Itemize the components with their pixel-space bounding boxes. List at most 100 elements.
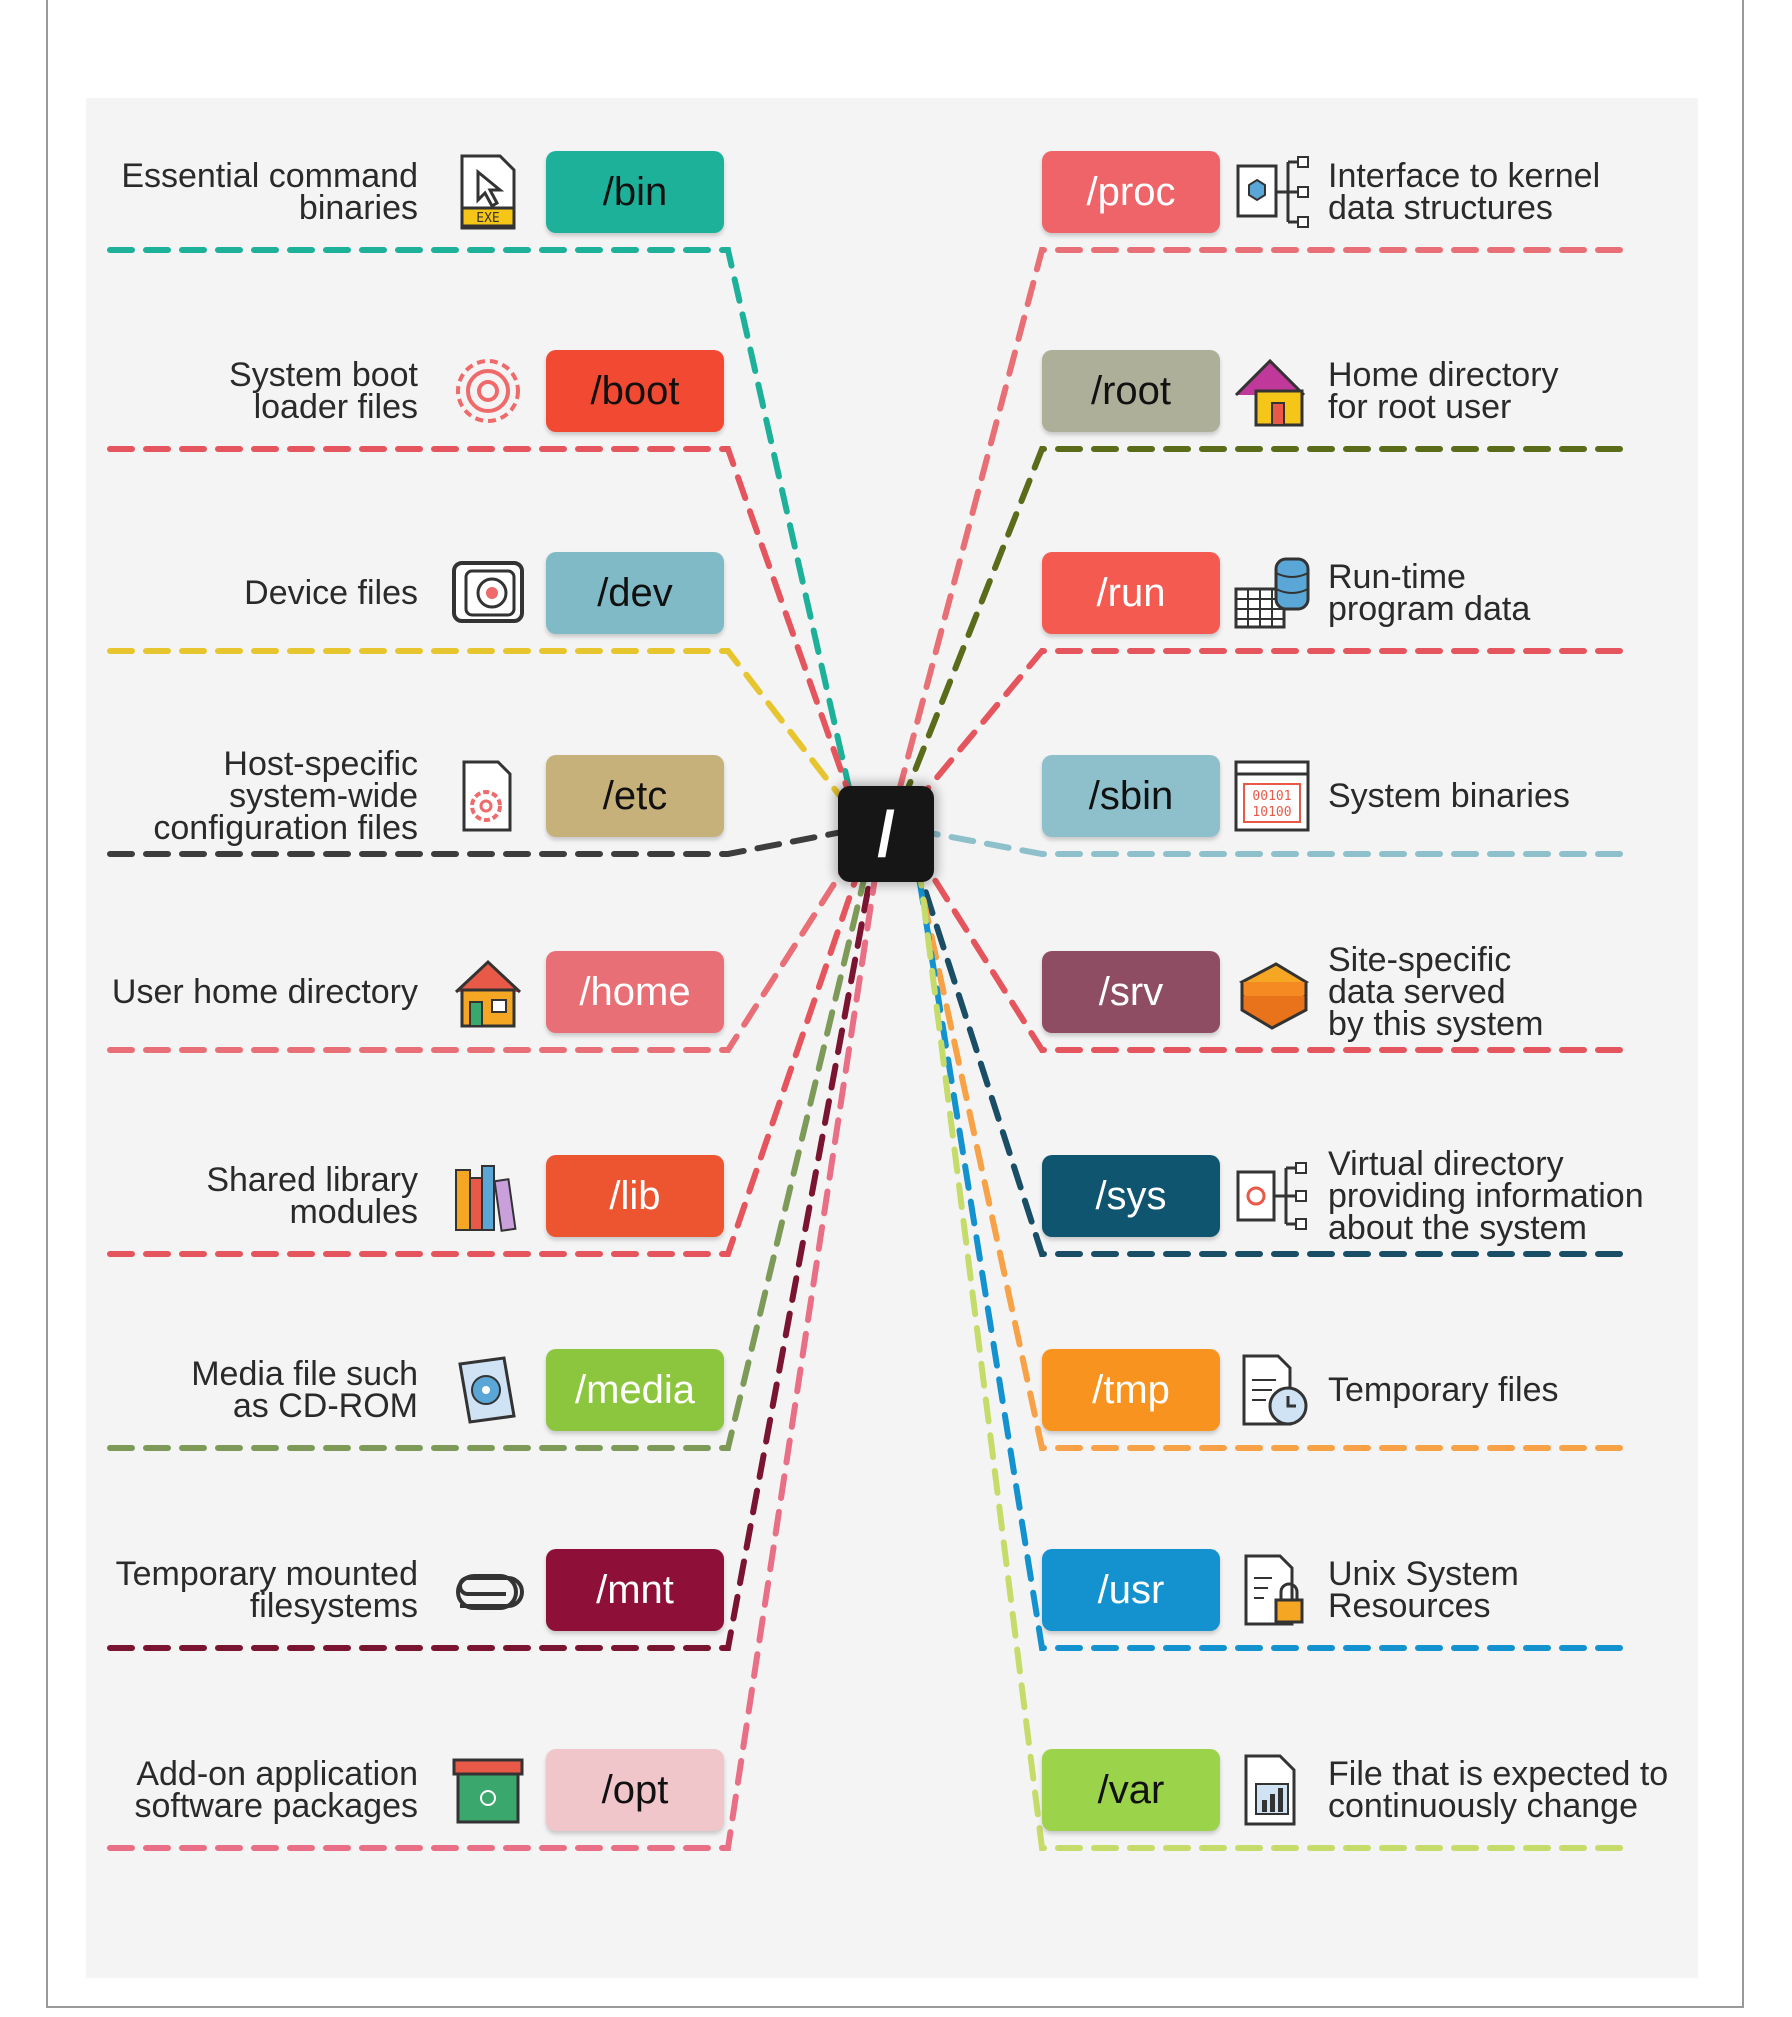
description-line: Run-time — [1328, 558, 1466, 596]
device-icon — [448, 553, 528, 633]
dir-description-proc: Interface to kernel data structures — [1328, 157, 1601, 227]
description-line: binaries — [298, 189, 418, 227]
connector-opt — [107, 855, 881, 1851]
connector-usr — [912, 849, 1623, 1651]
description-line: data served — [1328, 973, 1506, 1011]
dir-description-tmp: Temporary files — [1328, 1371, 1559, 1409]
connector-run — [897, 648, 1623, 825]
description-line: configuration files — [153, 809, 418, 847]
dir-node-tmp[interactable]: /tmp — [1042, 1349, 1220, 1431]
description-line: File that is expected to — [1328, 1755, 1669, 1793]
dir-node-opt[interactable]: /opt — [546, 1749, 724, 1831]
package-box-icon — [448, 1750, 528, 1830]
gear-icon — [448, 351, 528, 431]
description-line: loader files — [253, 388, 418, 426]
description-line: Add-on application — [136, 1755, 418, 1793]
connector-tmp — [909, 843, 1623, 1451]
dir-description-usr: Unix System Resources — [1328, 1555, 1519, 1625]
house-icon — [448, 952, 528, 1032]
config-file-icon — [448, 756, 528, 836]
dir-node-var[interactable]: /var — [1042, 1749, 1220, 1831]
dir-description-opt: Add-on application software packages — [134, 1755, 419, 1825]
dir-description-sys: Virtual directory providing information ab… — [1328, 1145, 1644, 1247]
description-line: as CD-ROM — [232, 1387, 418, 1425]
svg-text:EXE: EXE — [476, 211, 499, 226]
description-line: Shared library — [206, 1161, 418, 1199]
books-icon — [448, 1156, 528, 1236]
dir-description-home: User home directory — [111, 973, 418, 1011]
connector-home — [107, 831, 869, 1053]
temp-file-clock-icon — [1232, 1350, 1312, 1430]
dir-node-sbin[interactable]: /sbin — [1042, 755, 1220, 837]
cd-rom-icon — [448, 1350, 528, 1430]
dir-node-proc[interactable]: /proc — [1042, 151, 1220, 233]
dir-description-mnt: Temporary mounted filesystems — [115, 1555, 418, 1625]
connector-sbin — [900, 825, 1623, 857]
dir-node-etc[interactable]: /etc — [546, 755, 724, 837]
dir-node-boot[interactable]: /boot — [546, 350, 724, 432]
description-line: User home directory — [111, 973, 418, 1011]
description-line: continuously change — [1328, 1787, 1639, 1825]
connector-root — [894, 446, 1623, 819]
description-line: Site-specific — [1328, 941, 1512, 979]
kernel-tree-icon — [1232, 152, 1312, 232]
description-line: system-wide — [229, 777, 418, 815]
description-line: Media file such — [191, 1355, 418, 1393]
description-line: Device files — [244, 574, 418, 612]
description-line: Home directory — [1328, 356, 1559, 394]
connector-boot — [107, 446, 860, 819]
description-line: System binaries — [1328, 777, 1570, 815]
dir-description-lib: Shared library modules — [206, 1161, 418, 1231]
connector-mnt — [107, 849, 878, 1651]
description-line: providing information — [1328, 1177, 1644, 1215]
server-stack-icon — [1232, 952, 1312, 1032]
dir-node-bin[interactable]: /bin — [546, 151, 724, 233]
dir-node-run[interactable]: /run — [1042, 552, 1220, 634]
description-line: Essential command — [121, 157, 418, 195]
description-line: Interface to kernel — [1328, 157, 1601, 195]
dir-description-var: File that is expected to continuously cha… — [1328, 1755, 1669, 1825]
dir-node-lib[interactable]: /lib — [546, 1155, 724, 1237]
connector-lib — [107, 837, 872, 1257]
root-directory-node[interactable]: / — [838, 786, 934, 882]
description-line: filesystems — [249, 1587, 418, 1625]
description-line: software packages — [134, 1787, 419, 1825]
dir-node-sys[interactable]: /sys — [1042, 1155, 1220, 1237]
description-line: Unix System — [1328, 1555, 1519, 1593]
dir-description-root: Home directory for root user — [1328, 356, 1559, 424]
description-line: program data — [1328, 590, 1531, 628]
dir-node-dev[interactable]: /dev — [546, 552, 724, 634]
description-line: about the system — [1328, 1209, 1587, 1247]
diagram-panel — [86, 98, 1698, 1978]
dir-description-dev: Device files — [244, 574, 418, 612]
dir-description-sbin: System binaries — [1328, 777, 1570, 815]
dir-node-media[interactable]: /media — [546, 1349, 724, 1431]
connector-proc — [891, 247, 1623, 813]
dir-description-srv: Site-specific data served by this system — [1328, 941, 1543, 1041]
dir-description-boot: System boot loader files — [229, 356, 418, 426]
exe-file-icon: EXE — [448, 152, 528, 232]
chart-file-icon — [1232, 1750, 1312, 1830]
locked-file-icon — [1232, 1550, 1312, 1630]
binary-code-icon: 00101 10100 — [1232, 756, 1312, 836]
root-home-icon — [1232, 351, 1312, 431]
description-line: modules — [289, 1193, 418, 1231]
dir-node-mnt[interactable]: /mnt — [546, 1549, 724, 1631]
connector-etc — [107, 825, 866, 857]
connector-dev — [107, 648, 863, 825]
description-line: Temporary files — [1328, 1371, 1559, 1409]
dir-node-home[interactable]: /home — [546, 951, 724, 1033]
description-line: System boot — [229, 356, 418, 394]
dir-node-usr[interactable]: /usr — [1042, 1549, 1220, 1631]
database-table-icon — [1232, 553, 1312, 633]
description-line: Virtual directory — [1328, 1145, 1564, 1183]
dir-node-srv[interactable]: /srv — [1042, 951, 1220, 1033]
description-line: Temporary mounted — [115, 1555, 418, 1593]
dir-description-bin: Essential command binaries — [121, 157, 418, 227]
connector-media — [107, 843, 875, 1451]
connector-var — [915, 855, 1623, 1851]
description-line: data structures — [1328, 189, 1553, 227]
description-line: Resources — [1328, 1587, 1491, 1625]
dir-node-root[interactable]: /root — [1042, 350, 1220, 432]
connector-bin — [107, 247, 857, 813]
